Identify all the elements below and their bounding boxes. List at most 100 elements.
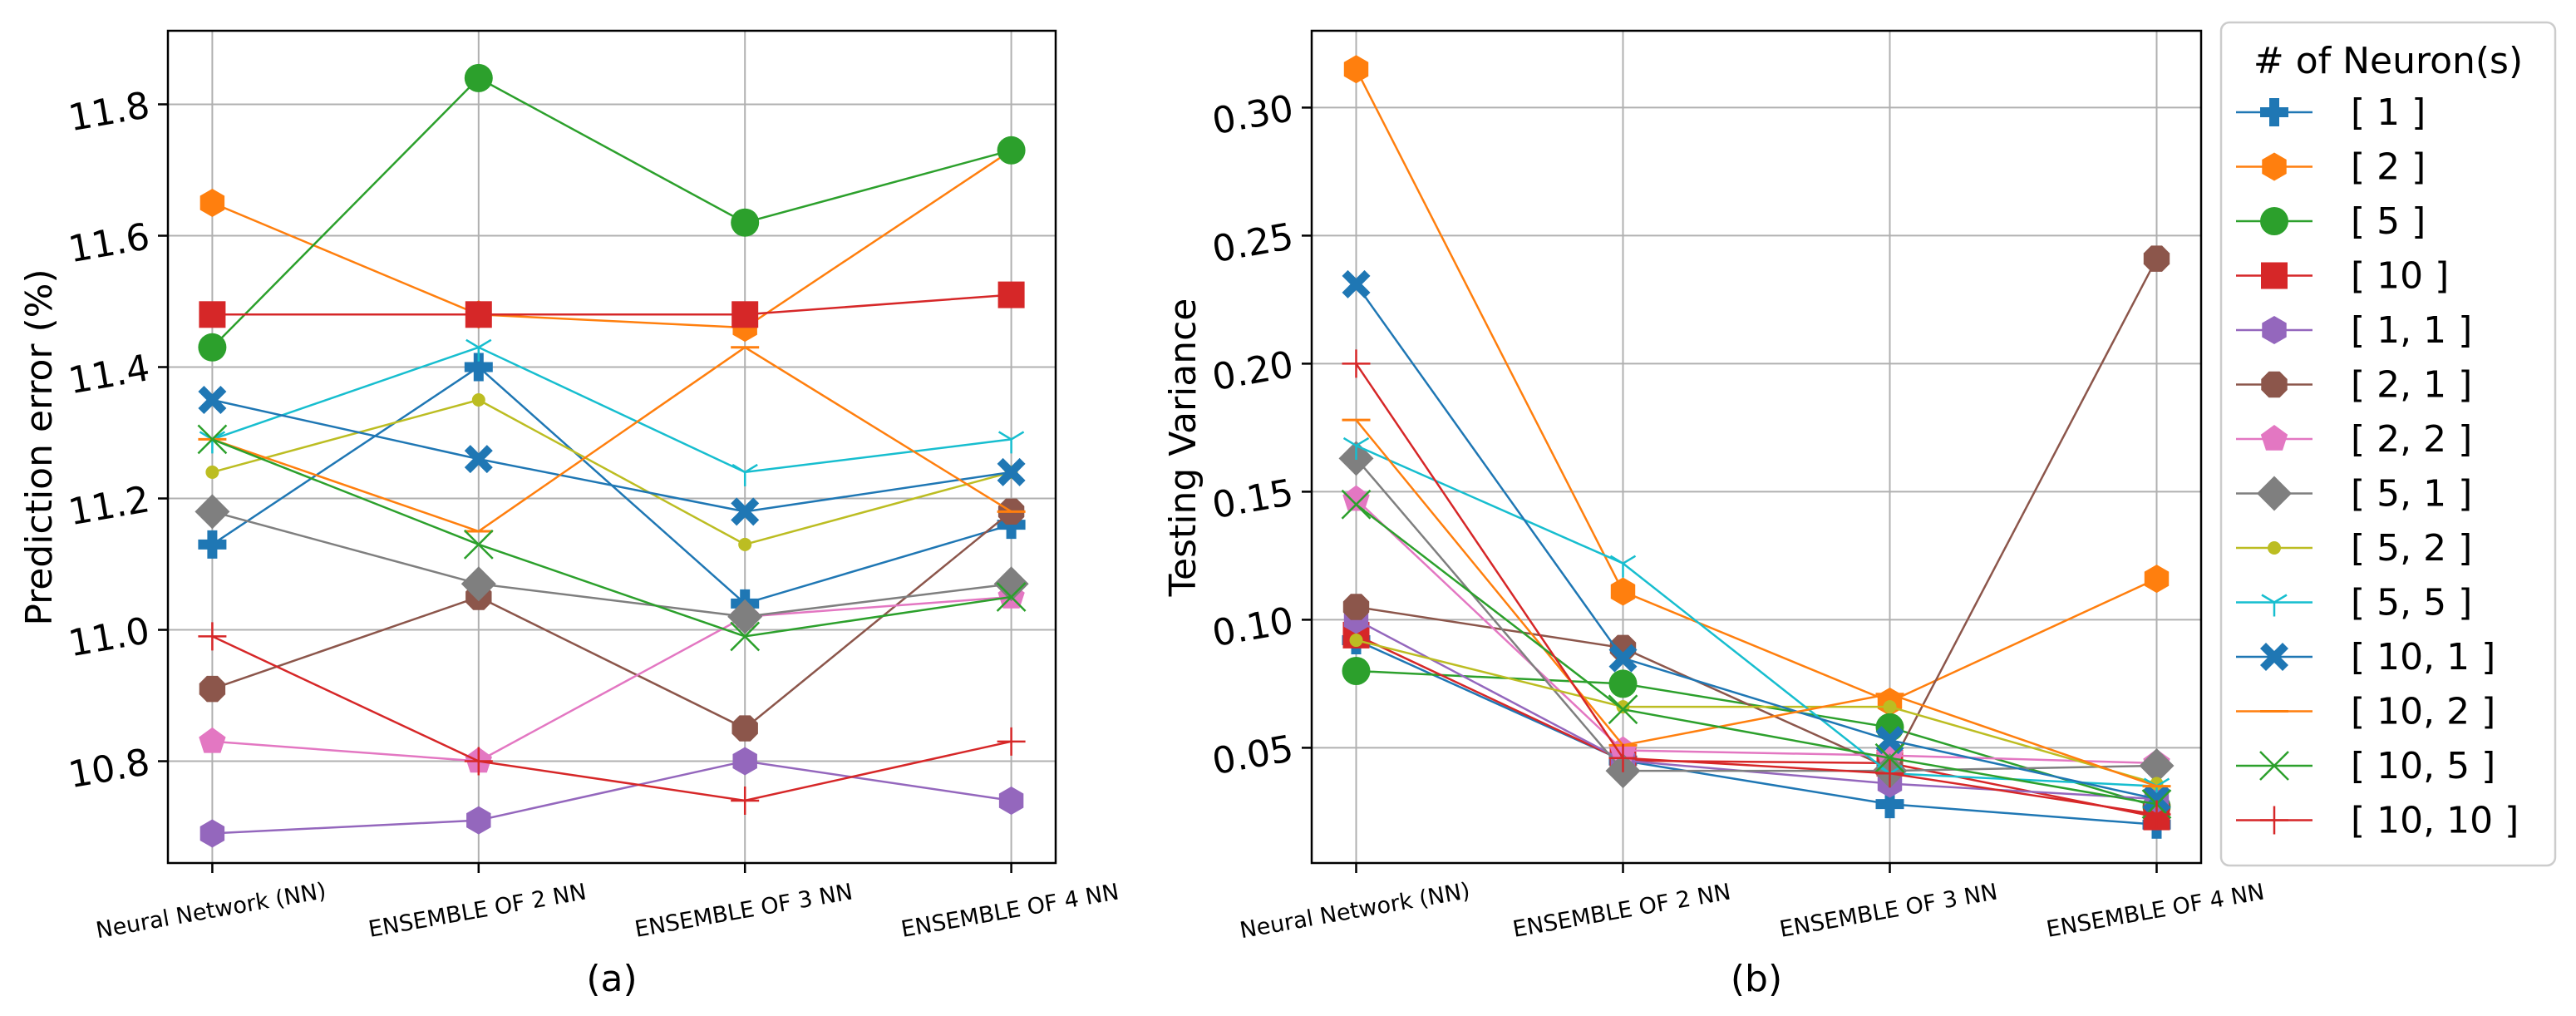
panel-a-y-tick-label: 11.4 bbox=[66, 347, 153, 402]
panel-b-data-point bbox=[2139, 747, 2175, 783]
panel-b-series-5 bbox=[1342, 245, 2170, 782]
panel-a-x-tick-label: Neural Network (NN) bbox=[94, 878, 328, 944]
panel-a-series-7 bbox=[195, 494, 1029, 634]
legend-label: [ 2, 1 ] bbox=[2351, 364, 2472, 407]
legend-label: [ 2 ] bbox=[2351, 146, 2426, 189]
panel-a-series bbox=[195, 63, 1029, 848]
panel-a-data-point bbox=[997, 136, 1026, 165]
legend-marker bbox=[2261, 371, 2288, 398]
panel-b-series-line bbox=[1355, 363, 2157, 816]
legend-entry: [ 5, 1 ] bbox=[2236, 473, 2472, 515]
legend-entries: [ 1 ] [ 2 ] [ 5 ] [ 10 ] [ 1, 1 ] [ 2, 1 ] [ 2… bbox=[2236, 91, 2519, 842]
panel-a-series-4 bbox=[199, 747, 1024, 848]
panel-a-series-line bbox=[211, 149, 1012, 329]
panel-a-data-point bbox=[464, 747, 493, 776]
panel-b-data-point bbox=[1609, 555, 1637, 578]
legend: # of Neuron(s) [ 1 ] [ 2 ] [ 5 ] [ 10 ] [ 1,… bbox=[2219, 21, 2557, 867]
panel-b-series-1 bbox=[1343, 55, 2170, 716]
panel-a-data-point bbox=[993, 566, 1029, 602]
panel-b-data-point bbox=[1875, 759, 1904, 788]
panel-a-series-5 bbox=[199, 498, 1025, 742]
legend-marker bbox=[2262, 152, 2287, 181]
panel-b-data-point bbox=[2142, 800, 2171, 829]
panel-b-series-line bbox=[1356, 669, 2157, 808]
panel-a-data-point bbox=[195, 494, 230, 530]
panel-b-data-point bbox=[1341, 489, 1372, 520]
panel-b-data-point bbox=[1608, 694, 1638, 725]
panel-a-series-line bbox=[212, 398, 1012, 513]
panel-a-data-point bbox=[738, 537, 752, 551]
panel-a-data-point bbox=[996, 582, 1027, 612]
legend-marker bbox=[2260, 98, 2288, 126]
legend-label: [ 2, 2 ] bbox=[2351, 418, 2472, 461]
panel-a-series-line bbox=[211, 438, 1012, 638]
panel-a-data-point bbox=[997, 431, 1025, 454]
panel-b-grid bbox=[1312, 31, 2201, 863]
panel-a-data-point bbox=[464, 63, 493, 92]
panel-b-data-point bbox=[1342, 657, 1371, 685]
panel-b-series-line bbox=[1355, 498, 2157, 765]
panel-b-y-tick-label: 0.10 bbox=[1209, 599, 1297, 655]
panel-a-x-tick-label: ENSEMBLE OF 2 NN bbox=[367, 879, 589, 943]
legend-label: [ 5, 1 ] bbox=[2351, 473, 2472, 515]
legend-marker bbox=[2262, 316, 2287, 344]
legend-entry: [ 2 ] bbox=[2236, 146, 2426, 189]
panel-a-data-point bbox=[997, 727, 1026, 756]
panel-a-series-line bbox=[211, 635, 1012, 802]
panel-b-data-point bbox=[1342, 349, 1371, 378]
panel-a-data-point bbox=[465, 338, 492, 362]
panel-a-data-point bbox=[199, 675, 226, 703]
panel-a-data-point bbox=[998, 786, 1024, 815]
panel-a-series-2 bbox=[198, 63, 1026, 362]
panel-a-data-point bbox=[471, 393, 485, 407]
legend-entry: [ 10, 1 ] bbox=[2236, 636, 2495, 678]
panel-b-data-point bbox=[1342, 485, 1370, 511]
legend-marker bbox=[2261, 262, 2288, 289]
legend-entry: [ 5, 2 ] bbox=[2236, 527, 2472, 570]
legend-label: [ 10, 1 ] bbox=[2351, 636, 2495, 678]
panel-b-data-point bbox=[1883, 700, 1897, 714]
panel-a-data-point bbox=[199, 819, 225, 848]
panel-a-data-point bbox=[198, 622, 227, 651]
panel-a-data-point bbox=[731, 301, 759, 328]
panel-b-data-point bbox=[1342, 594, 1370, 620]
legend-entry: [ 2, 1 ] bbox=[2236, 364, 2472, 407]
legend-marker bbox=[2268, 541, 2281, 555]
legend-label: [ 5, 5 ] bbox=[2351, 582, 2472, 624]
panel-a-series-line bbox=[211, 346, 1012, 474]
panel-b-series-line bbox=[1355, 284, 2157, 801]
panel-a-data-point bbox=[464, 445, 493, 474]
panel-a-data-point bbox=[732, 747, 757, 776]
panel-a-grid bbox=[168, 31, 1056, 863]
legend-label: [ 1, 1 ] bbox=[2351, 309, 2472, 352]
panel-b-series-13 bbox=[1342, 349, 2171, 829]
legend-marker bbox=[2257, 476, 2292, 511]
panel-a-data-point bbox=[731, 786, 760, 815]
panel-b-data-point bbox=[1874, 742, 1905, 773]
panel-b-x-tick-label: ENSEMBLE OF 4 NN bbox=[2045, 879, 2267, 943]
panel-a-data-point bbox=[199, 188, 225, 217]
panel-b-series-line bbox=[1356, 639, 2157, 785]
legend-entry: [ 1, 1 ] bbox=[2236, 309, 2472, 352]
panel-b-y-tick-label: 0.15 bbox=[1209, 471, 1297, 527]
panel-b-y-tick-label: 0.30 bbox=[1209, 87, 1297, 143]
panel-a-series-10 bbox=[198, 386, 1026, 526]
panel-b-data-point bbox=[1342, 436, 1370, 460]
panel-a-series-12 bbox=[197, 424, 1027, 652]
legend-entry: [ 10, 2 ] bbox=[2236, 691, 2495, 733]
panel-b-data-point bbox=[1875, 790, 1904, 819]
panel-a-data-point bbox=[199, 727, 226, 753]
panel-b-data-point bbox=[1610, 577, 1636, 606]
panel-b-series-2 bbox=[1342, 657, 2171, 821]
panel-a-data-point bbox=[466, 806, 491, 835]
panel-a-data-point bbox=[997, 510, 1026, 540]
panel-b-chart: Neural Network (NN) ENSEMBLE OF 2 NN ENSEM… bbox=[1162, 29, 2267, 1000]
panel-a-data-point bbox=[461, 566, 496, 602]
panel-a-y-axis-label: Prediction error (%) bbox=[18, 269, 61, 625]
panel-b-data-point bbox=[1343, 55, 1369, 84]
panel-b-series-0 bbox=[1342, 626, 2171, 839]
panel-b-series-10 bbox=[1342, 269, 2171, 813]
panel-a-data-point bbox=[198, 333, 227, 362]
panel-b-data-point bbox=[1608, 669, 1638, 698]
